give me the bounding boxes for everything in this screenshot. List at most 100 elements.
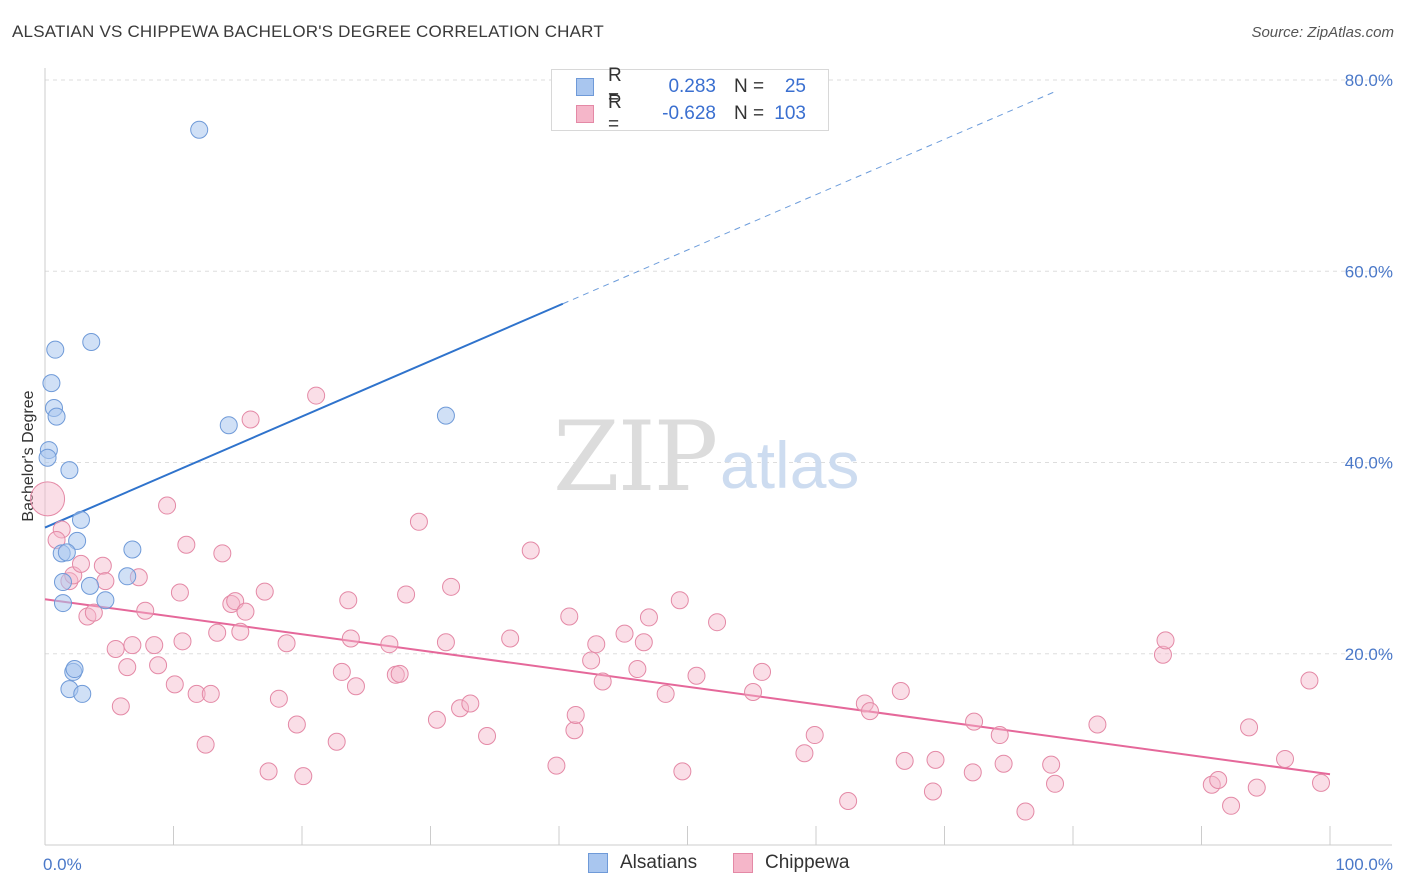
alsatians-point — [436, 406, 455, 425]
chippewa-point — [1042, 755, 1061, 774]
chippewa-swatch — [576, 105, 594, 123]
alsatians-swatch — [576, 78, 594, 96]
chippewa-point — [593, 672, 612, 691]
chippewa-point — [208, 623, 227, 642]
chippewa-point — [891, 682, 910, 701]
n-label: N = — [734, 103, 765, 124]
chippewa-point — [427, 710, 446, 729]
chippewa-legend-label: Chippewa — [765, 852, 850, 873]
chippewa-point — [187, 684, 206, 703]
chippewa-point — [277, 634, 296, 653]
r-label: R = — [608, 65, 622, 108]
chippewa-point — [963, 763, 982, 782]
chippewa-point — [1088, 715, 1107, 734]
alsatians-point — [38, 448, 57, 467]
chippewa-point — [158, 496, 177, 515]
correlation-legend: R = 0.283 N = 25 R = -0.628 N = 103 — [551, 65, 829, 135]
alsatians-point — [96, 591, 115, 610]
chippewa-point — [52, 520, 71, 539]
chippewa-point — [341, 629, 360, 648]
alsatians-point — [219, 416, 238, 435]
chippewa-point — [547, 756, 566, 775]
chippewa-point — [1300, 671, 1319, 690]
chippewa-point — [213, 544, 232, 563]
series-legend: Alsatians Chippewa — [0, 852, 1406, 878]
chippewa-point — [136, 601, 155, 620]
chippewa-trend-line — [44, 598, 1331, 776]
trend-lines — [44, 90, 1331, 776]
legend-item-chippewa[interactable]: Chippewa — [733, 852, 850, 874]
chippewa-point — [687, 666, 706, 685]
x-tick-label-max: 100.0% — [1335, 855, 1393, 874]
n-value: 103 — [774, 103, 806, 124]
chippewa-points — [30, 386, 1331, 821]
chippewa-point — [965, 712, 984, 731]
chippewa-point — [451, 699, 470, 718]
chippewa-point — [436, 633, 455, 652]
alsatians-point — [82, 333, 101, 352]
alsatians-point — [47, 407, 66, 426]
chippewa-point — [1016, 802, 1035, 821]
y-tick-label: 60.0% — [1345, 262, 1393, 281]
gridlines — [45, 79, 1392, 655]
chippewa-point — [111, 697, 130, 716]
chippewa-point — [566, 705, 585, 724]
chippewa-point — [501, 629, 520, 648]
chippewa-point — [165, 675, 184, 694]
alsatians-legend-label: Alsatians — [620, 852, 698, 873]
alsatians-point — [73, 684, 92, 703]
chippewa-point — [990, 726, 1009, 745]
legend-row-alsatians: R = 0.283 N = 25 — [576, 65, 806, 108]
chippewa-point — [390, 664, 409, 683]
y-tick-label: 20.0% — [1345, 645, 1393, 664]
source-label: Source: ZipAtlas.com — [1251, 24, 1394, 41]
chippewa-point — [560, 607, 579, 626]
watermark-zip: ZIP — [553, 401, 716, 513]
chippewa-point — [1156, 631, 1175, 650]
chippewa-point — [442, 577, 461, 596]
chippewa-point — [1209, 770, 1228, 789]
alsatians-point — [71, 510, 90, 529]
chippewa-point — [307, 386, 326, 405]
chippewa-point — [1312, 773, 1331, 792]
chippewa-point — [708, 613, 727, 632]
chippewa-point — [84, 603, 103, 622]
chippewa-point — [123, 636, 142, 655]
alsatians-point — [53, 573, 72, 592]
chippewa-point — [478, 726, 497, 745]
alsatians-trend-line — [44, 302, 564, 529]
chippewa-point — [269, 689, 288, 708]
chippewa-point — [1153, 645, 1172, 664]
chippewa-point — [409, 512, 428, 531]
r-value: -0.628 — [662, 103, 716, 124]
chippewa-point — [795, 744, 814, 763]
chippewa-point — [327, 732, 346, 751]
chippewa-point — [926, 750, 945, 769]
chippewa-point — [673, 762, 692, 781]
legend-item-alsatians[interactable]: Alsatians — [588, 852, 697, 874]
chippewa-point — [294, 767, 313, 786]
chippewa-point — [670, 591, 689, 610]
chippewa-point — [461, 694, 480, 713]
chippewa-point — [656, 684, 675, 703]
n-value: 25 — [784, 76, 806, 97]
chippewa-point — [1222, 796, 1241, 815]
chippewa-point — [923, 782, 942, 801]
chippewa-point — [753, 662, 772, 681]
chippewa-point — [30, 481, 66, 517]
chippewa-point — [634, 633, 653, 652]
chippewa-point — [96, 572, 115, 591]
r-value: 0.283 — [668, 76, 716, 97]
chippewa-point — [287, 715, 306, 734]
chippewa-point — [118, 658, 137, 677]
alsatians-point — [190, 120, 209, 139]
chippewa-point — [259, 762, 278, 781]
chippewa-point — [860, 702, 879, 721]
chippewa-point — [1240, 718, 1259, 737]
alsatians-points — [38, 120, 455, 703]
chippewa-point — [93, 556, 112, 575]
chippewa-point — [1276, 749, 1295, 768]
chippewa-point — [236, 602, 255, 621]
chippewa-point — [170, 583, 189, 602]
